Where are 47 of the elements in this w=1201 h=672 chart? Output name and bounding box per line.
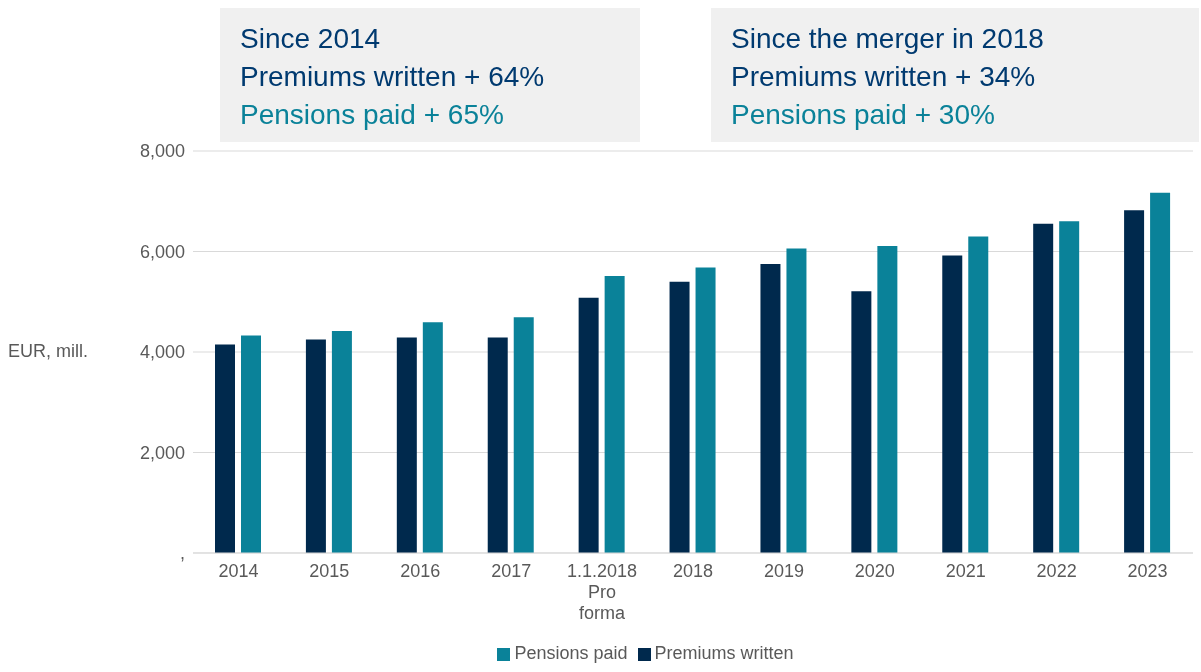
bar [305,339,326,553]
bar [331,330,352,553]
bar [1059,221,1080,553]
bar [487,337,508,553]
text: Since 2014 [240,22,382,56]
bar [760,264,781,553]
x-tick-label: 1.1.2018 Pro forma [567,561,638,623]
x-tick-label: 2019 [763,561,804,581]
x-tick-label: 2015 [309,561,350,581]
legend-label: Pensions paid [514,643,628,663]
x-tick-label: 2014 [218,561,259,581]
y-tick-label: 6,000 [139,241,185,262]
bar [578,297,599,553]
legend-label: Premiums written [654,643,794,663]
y-tick-label: 2,000 [139,442,185,463]
x-tick-label: 2018 [672,561,714,581]
bar [241,335,261,553]
y-tick-label: 8,000 [139,141,185,162]
bar [215,344,235,553]
bar [786,248,807,553]
bar [942,255,963,553]
bar [1033,223,1054,553]
bar [604,276,625,553]
bar [1124,210,1145,553]
x-tick-label: 2020 [854,561,895,581]
text: Premiums written + 34% [731,60,1037,94]
x-tick-label: 2017 [491,561,532,581]
text: Premiums written + 64% [240,60,546,94]
bar [851,291,872,553]
y-axis-title: EUR, mill. [8,341,88,362]
bar [422,322,443,553]
x-tick-label: 2016 [400,561,441,581]
x-tick-label: 2022 [1036,561,1077,581]
y-tick-label: , [179,543,185,564]
bar [513,317,534,553]
x-tick-label: 2021 [945,561,986,581]
bar [669,281,690,553]
y-tick-label: 4,000 [139,342,185,363]
bar [396,337,417,553]
text: Since the merger in 2018 [731,22,1045,56]
bar [1150,192,1171,553]
bar [695,267,716,553]
text: Pensions paid + 30% [731,98,996,132]
text: Pensions paid + 65% [240,98,505,132]
bar [877,245,898,553]
x-tick-label: 2023 [1127,561,1168,581]
bar [968,236,989,553]
